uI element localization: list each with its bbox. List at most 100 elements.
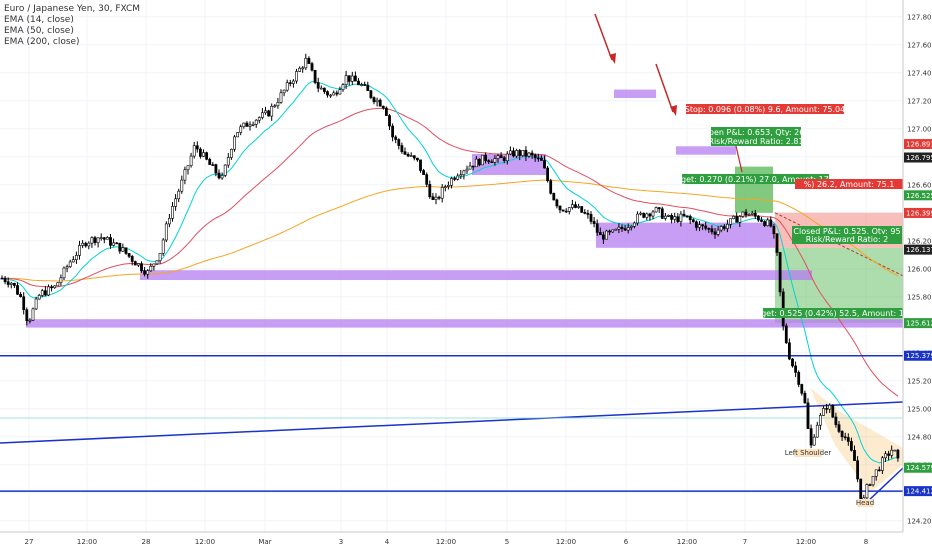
candle-body — [518, 150, 522, 156]
candle — [570, 199, 574, 210]
candle-body — [96, 237, 100, 243]
pattern-label-bg — [794, 449, 822, 457]
price-tag-text: 124.579 — [906, 464, 932, 472]
candle — [115, 242, 119, 245]
candle-body — [434, 196, 438, 200]
candle — [741, 211, 745, 219]
pattern-label-0: Left Shoulder — [785, 449, 832, 457]
candle — [62, 266, 66, 280]
candle-body — [530, 152, 534, 156]
candle-body — [9, 282, 13, 285]
candle — [722, 224, 726, 231]
candle-body — [146, 270, 150, 275]
candle — [335, 90, 339, 97]
candle — [428, 180, 432, 199]
candle-body — [691, 219, 695, 223]
candle-body — [558, 205, 562, 211]
symbol-title[interactable]: Euro / Japanese Yen, 30, FXCM — [4, 4, 141, 14]
candle — [837, 421, 841, 434]
candle-body — [893, 449, 897, 452]
candle — [670, 213, 674, 224]
pattern-label-1: Head — [856, 499, 874, 507]
candle-body — [412, 155, 416, 159]
candle — [499, 152, 503, 158]
trade-label-text: %) 26.2, Amount: 75.1 — [804, 180, 895, 189]
candle-body — [50, 286, 54, 289]
candle — [660, 206, 664, 219]
indicator-ema50[interactable]: EMA (50, close) — [4, 26, 74, 36]
candle — [415, 157, 419, 162]
candle — [239, 124, 243, 136]
candle — [750, 210, 754, 216]
candle-body — [223, 164, 227, 176]
candle — [487, 159, 491, 165]
candle — [549, 178, 553, 195]
trade-label-1: Open P&L: 0.653, Qty: 260 — [703, 127, 809, 137]
candle-body — [276, 102, 280, 107]
candle — [248, 121, 252, 131]
candle — [168, 213, 171, 228]
candle — [152, 263, 156, 271]
candle — [68, 259, 72, 269]
candle-body — [344, 75, 348, 85]
indicator-ema200[interactable]: EMA (200, close) — [4, 37, 80, 47]
candle — [462, 169, 466, 180]
candle — [877, 466, 881, 472]
candle — [645, 212, 649, 221]
candle — [530, 150, 534, 159]
candle-body — [25, 309, 29, 322]
candle — [16, 282, 19, 296]
candle-body — [645, 213, 649, 218]
candle-body — [574, 204, 577, 208]
indicator-ema14[interactable]: EMA (14, close) — [4, 15, 74, 25]
candle-body — [570, 204, 574, 208]
candle — [772, 223, 776, 239]
candle — [698, 220, 701, 232]
candle-body — [251, 124, 255, 126]
candle — [493, 155, 497, 166]
candle-body — [397, 139, 401, 146]
candle-body — [722, 226, 726, 229]
candle-body — [440, 187, 444, 199]
candle-body — [732, 215, 736, 219]
candle — [555, 198, 559, 209]
candle — [425, 172, 429, 188]
zone-3 — [596, 222, 775, 248]
candle — [561, 209, 565, 212]
candle — [744, 208, 748, 218]
candle — [536, 153, 540, 162]
y-tick-label: 124.800 — [907, 433, 932, 441]
candle — [124, 247, 128, 255]
candle-body — [499, 155, 503, 158]
candle-body — [233, 136, 236, 150]
trade-label-text: Risk/Reward Ratio: 2 — [806, 235, 888, 244]
candle — [713, 228, 717, 239]
price-tag-bg — [904, 318, 932, 329]
candle-body — [707, 228, 711, 230]
candle — [465, 165, 469, 174]
candle — [245, 121, 249, 127]
y-tick-label: 127.800 — [907, 13, 932, 21]
candle — [344, 70, 348, 89]
candle — [369, 90, 373, 100]
candle — [161, 238, 165, 256]
candle — [440, 184, 444, 203]
candle — [260, 108, 264, 120]
candle-body — [16, 285, 19, 295]
candle-body — [282, 89, 286, 94]
candle — [357, 78, 360, 86]
candle — [831, 404, 835, 419]
candle — [127, 253, 131, 259]
candle-body — [725, 224, 729, 229]
candle — [806, 398, 810, 430]
candle-body — [189, 155, 193, 167]
candle — [567, 207, 571, 215]
candle-body — [639, 212, 643, 215]
candle — [533, 153, 537, 162]
candle-body — [158, 252, 162, 262]
candle — [508, 146, 512, 156]
candle-body — [106, 237, 109, 240]
candle — [220, 172, 224, 180]
candle-body — [205, 152, 209, 160]
